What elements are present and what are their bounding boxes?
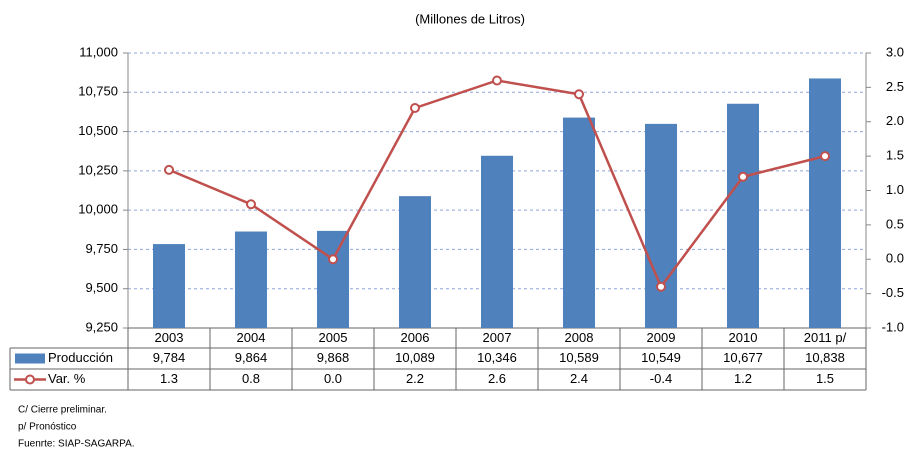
marker [492,75,502,86]
y2-tick-label: 1.0 [886,182,904,197]
note: Fuenrte: SIAP-SAGARPA. [18,439,135,450]
table-value: 9,864 [235,350,268,365]
table-value: 10,589 [559,350,599,365]
y2-tick-label: 1.5 [886,148,904,163]
bar [645,123,677,328]
note: C/ Cierre preliminar. [18,405,107,416]
x-tick-label: 2005 [319,330,348,345]
bar [481,155,513,328]
table-value: 9,784 [153,350,186,365]
y-tick-label: 9,750 [85,241,118,256]
marker [574,89,584,100]
x-tick-label: 2006 [401,330,430,345]
table-value: 1.2 [734,371,752,386]
legend-marker [25,374,35,385]
x-tick-label: 2007 [483,330,512,345]
table-value: 10,089 [395,350,435,365]
x-tick-label: 2009 [647,330,676,345]
table-value: 2.6 [488,371,506,386]
bar [399,196,431,328]
table-value: 1.3 [160,371,178,386]
bar [563,117,595,328]
y2-tick-label: -1.0 [882,319,904,334]
bar [727,103,759,328]
y2-tick-label: 2.0 [886,113,904,128]
table-value: -0.4 [650,371,672,386]
table-value: 10,677 [723,350,763,365]
marker [738,171,748,182]
marker [328,254,338,265]
legend-label: Var. % [48,371,86,386]
table-value: 2.2 [406,371,424,386]
table-value: 0.0 [324,371,342,386]
x-tick-label: 2010 [729,330,758,345]
y2-tick-label: 2.5 [886,79,904,94]
x-tick-label: 2011 p/ [804,330,847,345]
table-value: 10,838 [805,350,845,365]
y-tick-label: 10,000 [78,202,118,217]
y-tick-label: 10,750 [78,84,118,99]
y-tick-label: 10,250 [78,162,118,177]
table-value: 10,549 [641,350,681,365]
y-tick-label: 10,500 [78,123,118,138]
x-tick-label: 2008 [565,330,594,345]
bar [153,244,185,328]
marker [820,151,830,162]
y-tick-label: 9,250 [85,319,118,334]
table-value: 0.8 [242,371,260,386]
marker [164,164,174,175]
table-value: 2.4 [570,371,588,386]
y2-tick-label: 0.0 [886,251,904,266]
legend-label: Producción [48,350,113,365]
marker [410,103,420,113]
x-tick-label: 2003 [155,330,184,345]
note: p/ Pronóstico [18,422,77,433]
legend-swatch [15,353,45,364]
bar [235,231,267,328]
y2-tick-label: -0.5 [882,285,904,300]
bar [317,230,349,328]
table-value: 10,346 [477,350,517,365]
marker [246,199,256,210]
bar [809,78,841,328]
table-value: 9,868 [317,350,350,365]
marker [656,281,666,292]
y-tick-label: 9,500 [85,280,118,295]
chart-title: (Millones de Litros) [415,11,525,26]
y2-tick-label: 0.5 [886,216,904,231]
table-value: 1.5 [816,371,834,386]
y-tick-label: 11,000 [79,44,118,59]
y2-tick-label: 3.0 [886,44,904,59]
x-tick-label: 2004 [237,330,266,345]
